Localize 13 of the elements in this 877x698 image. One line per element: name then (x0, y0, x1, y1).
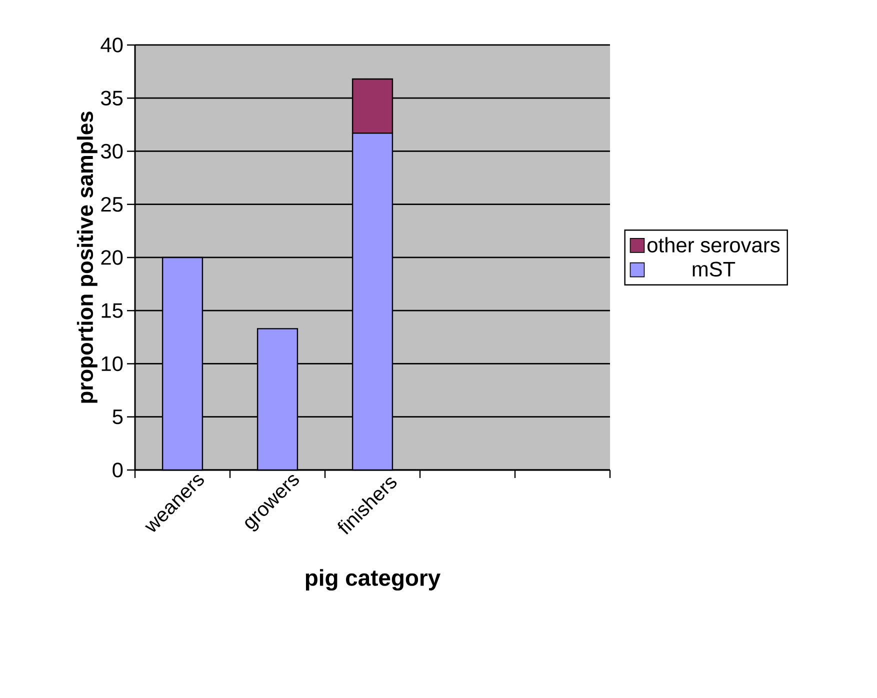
x-axis-title: pig category (306, 569, 440, 591)
y-tick-label: 20 (101, 250, 123, 265)
y-tick-label: 25 (101, 196, 123, 212)
y-tick-label: 5 (112, 410, 123, 424)
y-tick-label: 15 (102, 303, 123, 318)
y-tick-label: 30 (101, 144, 123, 159)
y-tick-label: 0 (112, 462, 123, 478)
legend-label: mST (692, 262, 736, 277)
y-tick-label: 35 (101, 90, 123, 106)
legend-label: other serovars (648, 237, 780, 252)
y-axis-title: proportion positive samples (76, 112, 98, 403)
y-tick-label: 10 (102, 356, 123, 372)
y-tick-label: 40 (100, 38, 123, 52)
